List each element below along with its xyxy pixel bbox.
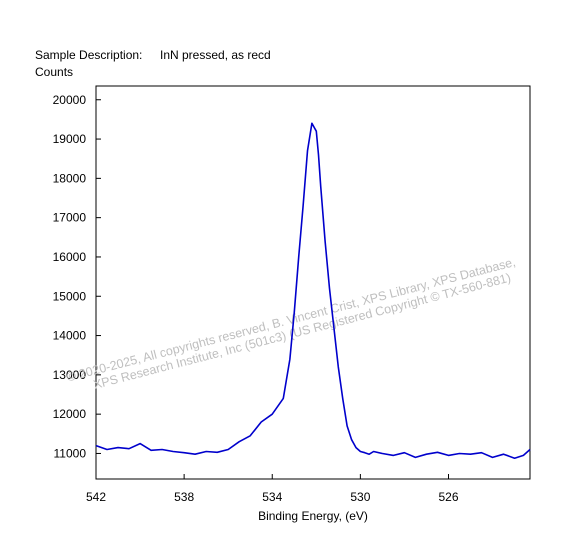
- sample-description-value: InN pressed, as recd: [160, 48, 271, 62]
- x-axis-label: Binding Energy, (eV): [258, 509, 368, 523]
- y-tick-label: 18000: [53, 171, 87, 185]
- y-axis-label: Counts: [35, 65, 73, 79]
- y-tick-label: 13000: [53, 368, 87, 382]
- y-tick-label: 11000: [54, 446, 87, 460]
- watermark-line-1: © 2020-2025, All copyrights reserved, B.…: [65, 255, 517, 385]
- y-tick-label: 12000: [53, 407, 87, 421]
- y-tick-label: 19000: [53, 132, 87, 146]
- x-tick-label: 534: [262, 490, 282, 504]
- y-tick-label: 16000: [53, 250, 87, 264]
- x-tick-label: 526: [438, 490, 458, 504]
- spectrum-line: [95, 122, 531, 460]
- x-tick-label: 538: [174, 490, 194, 504]
- x-tick-label: 530: [350, 490, 370, 504]
- watermark-line-2: XPS Research Institute, Inc (501c3) (US …: [92, 271, 512, 392]
- y-tick-label: 20000: [53, 93, 87, 107]
- x-axis-ticks: 542 538 534 530 526: [86, 474, 459, 504]
- y-tick-label: 15000: [53, 289, 87, 303]
- plot-frame: [95, 85, 531, 480]
- x-tick-label: 542: [86, 490, 106, 504]
- y-tick-label: 14000: [53, 329, 87, 343]
- y-axis-ticks: 11000 12000 13000 14000 15000 16000 17000 18000…: [53, 93, 101, 460]
- sample-description-label: Sample Description:: [35, 48, 142, 62]
- y-tick-label: 17000: [53, 211, 87, 225]
